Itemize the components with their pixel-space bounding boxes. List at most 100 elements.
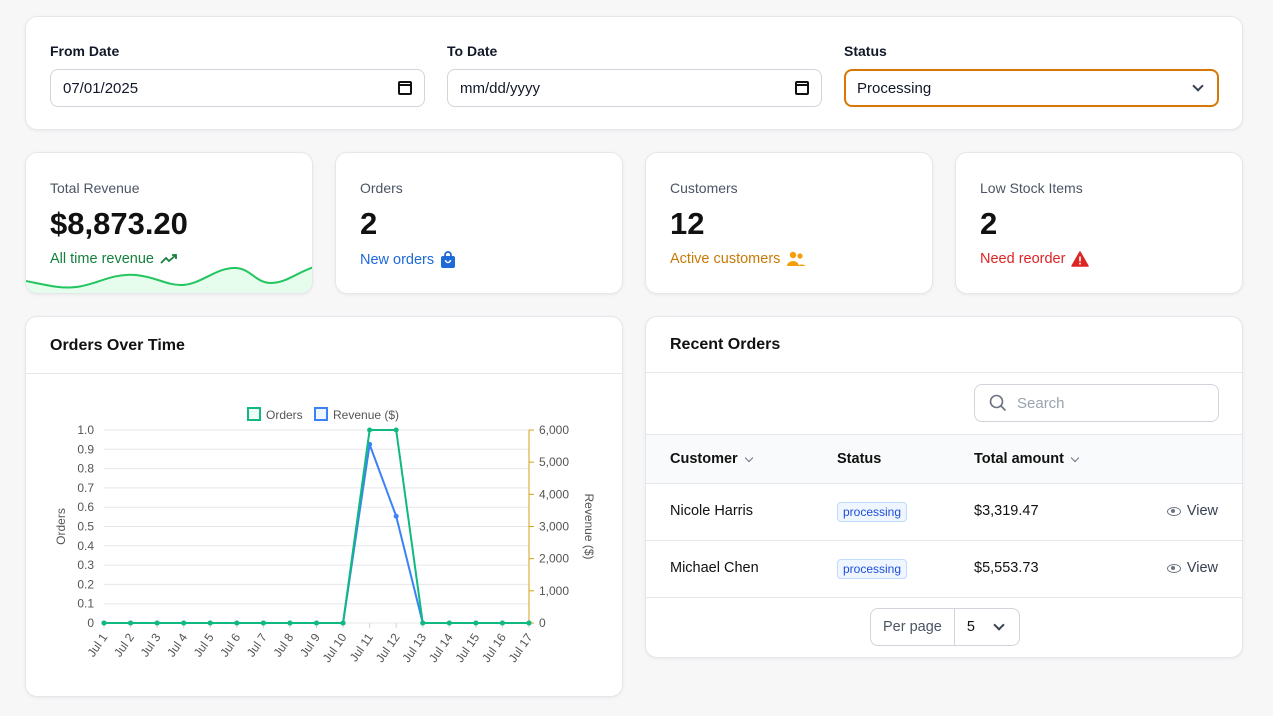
filter-card: From Date 07/01/2025 To Date mm/dd/yyyy … — [25, 16, 1243, 130]
y2-axis-title: Revenue ($) — [582, 493, 596, 559]
search-input[interactable] — [1017, 394, 1197, 412]
x-tick-label: Jul 14 — [426, 630, 456, 665]
y-tick-label: 0.2 — [77, 577, 94, 591]
trending-up-icon — [160, 254, 177, 264]
status-badge: processing — [837, 559, 908, 579]
x-tick-label: Jul 1 — [84, 630, 110, 659]
status-badge: processing — [837, 502, 908, 522]
from-date-value: 07/01/2025 — [63, 79, 139, 97]
stat-subtitle: All time revenue — [50, 251, 178, 267]
x-tick-label: Jul 7 — [244, 630, 270, 659]
stat-value: 2 — [360, 206, 378, 241]
to-date-label: To Date — [447, 43, 498, 59]
recent-orders-title: Recent Orders — [670, 336, 781, 353]
stat-title: Low Stock Items — [980, 180, 1083, 196]
table-row: Nicole Harris processing $3,319.47 View — [646, 484, 1242, 541]
column-status: Status — [837, 451, 881, 467]
x-tick-label: Jul 3 — [138, 630, 164, 659]
table-row: Michael Chen processing $5,553.73 View — [646, 541, 1242, 598]
series-line-revenue — [104, 444, 529, 624]
order-total: $5,553.73 — [974, 560, 1039, 576]
y2-tick-label: 6,000 — [539, 423, 569, 437]
orders-card: Orders 2 New orders — [335, 152, 623, 294]
x-tick-label: Jul 10 — [320, 630, 350, 665]
stat-title: Total Revenue — [50, 180, 140, 196]
from-date-input[interactable]: 07/01/2025 — [50, 69, 425, 107]
chevron-down-icon — [1192, 80, 1204, 92]
status-field: Status Processing — [844, 43, 1219, 107]
stat-subtitle-text: All time revenue — [50, 251, 154, 267]
x-tick-label: Jul 8 — [270, 630, 296, 659]
to-date-field: To Date mm/dd/yyyy — [447, 43, 822, 107]
view-button[interactable]: View — [1166, 560, 1218, 576]
status-label: Status — [844, 43, 887, 59]
view-label: View — [1186, 560, 1218, 576]
orders-chart-card: Orders Over Time 0 0.1 0.2 0.3 0.4 0.5 0.6 0.7 0… — [25, 316, 623, 697]
recent-orders-card: Recent Orders Customer Status Total amou… — [645, 316, 1243, 658]
chevron-down-icon — [993, 619, 1005, 631]
stat-subtitle: New orders — [360, 251, 456, 269]
customers-card: Customers 12 Active customers — [645, 152, 933, 294]
stat-value: $8,873.20 — [50, 206, 188, 241]
column-total-label: Total amount — [974, 451, 1064, 467]
x-tick-label: Jul 2 — [111, 630, 137, 659]
y2-tick-label: 5,000 — [539, 455, 569, 469]
y-tick-label: 0 — [87, 616, 94, 630]
stat-value: 12 — [670, 206, 705, 241]
orders-over-time-chart: 0 0.1 0.2 0.3 0.4 0.5 0.6 0.7 0.8 0.9 1.0 0 1,000 2,0… — [54, 407, 596, 665]
data-point — [420, 620, 426, 626]
from-date-label: From Date — [50, 43, 120, 59]
divider — [26, 373, 622, 374]
per-page-select[interactable]: 5 — [955, 609, 1019, 645]
column-status-label: Status — [837, 451, 882, 467]
from-date-field: From Date 07/01/2025 — [50, 43, 425, 107]
customer-name: Nicole Harris — [670, 503, 753, 519]
y2-tick-label: 0 — [539, 616, 546, 630]
calendar-icon[interactable] — [398, 81, 412, 95]
data-point — [181, 620, 187, 626]
data-point — [260, 620, 266, 626]
stat-subtitle-text: New orders — [360, 252, 435, 268]
data-point — [154, 620, 160, 626]
data-point — [367, 427, 373, 433]
search-box[interactable] — [974, 384, 1219, 422]
customer-name: Michael Chen — [670, 560, 759, 576]
sort-chevron-icon[interactable] — [744, 453, 753, 462]
y2-tick-label: 1,000 — [539, 584, 569, 598]
legend-swatch — [247, 407, 261, 421]
column-customer[interactable]: Customer — [670, 451, 753, 467]
to-date-input[interactable]: mm/dd/yyyy — [447, 69, 822, 107]
total-revenue-card: Total Revenue $8,873.20 All time revenue — [25, 152, 313, 294]
data-point — [499, 620, 505, 626]
x-tick-label: Jul 9 — [297, 630, 323, 659]
status-select[interactable]: Processing — [844, 69, 1219, 107]
per-page-label: Per page — [871, 609, 955, 645]
legend-label: Orders — [266, 408, 303, 422]
column-total[interactable]: Total amount — [974, 451, 1080, 467]
y-tick-label: 0.6 — [77, 500, 94, 514]
y-tick-label: 0.1 — [77, 597, 94, 611]
order-total: $3,319.47 — [974, 503, 1039, 519]
stat-subtitle: Need reorder — [980, 251, 1090, 267]
eye-icon — [1166, 506, 1181, 516]
column-customer-label: Customer — [670, 451, 738, 467]
data-point — [287, 620, 293, 626]
y-tick-label: 0.8 — [77, 462, 94, 476]
y-tick-label: 0.4 — [77, 539, 94, 553]
warning-icon — [1071, 251, 1090, 267]
stat-title: Orders — [360, 180, 403, 196]
data-point — [314, 620, 319, 626]
y-tick-label: 0.5 — [77, 520, 94, 534]
x-tick-label: Jul 12 — [373, 630, 403, 665]
calendar-icon[interactable] — [795, 81, 809, 95]
y-tick-label: 0.7 — [77, 481, 94, 495]
y-axis-title: Orders — [54, 508, 68, 545]
table-header: Customer Status Total amount — [646, 434, 1242, 484]
sort-chevron-icon[interactable] — [1070, 453, 1080, 462]
per-page-value: 5 — [966, 619, 975, 635]
data-point — [526, 620, 532, 626]
data-point — [234, 620, 240, 626]
legend-swatch — [314, 407, 328, 421]
view-button[interactable]: View — [1166, 503, 1218, 519]
x-tick-label: Jul 5 — [191, 630, 217, 659]
